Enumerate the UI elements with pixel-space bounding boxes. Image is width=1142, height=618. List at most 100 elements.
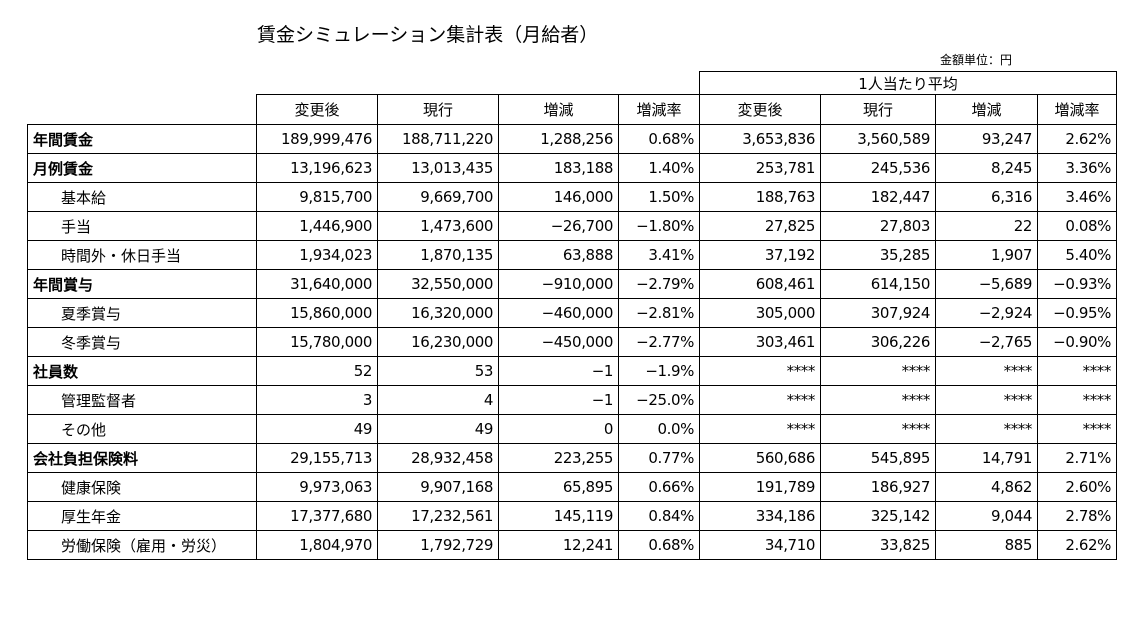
table-cell: 6,316 — [935, 182, 1038, 212]
row-label: 年間賃金 — [27, 124, 257, 154]
table-cell: 0.68% — [618, 530, 700, 560]
table-cell: **** — [699, 414, 821, 444]
table-cell: 29,155,713 — [256, 443, 378, 473]
table-cell: 186,927 — [820, 472, 936, 502]
table-cell: −2,924 — [935, 298, 1038, 328]
table-cell: 306,226 — [820, 327, 936, 357]
table-cell: 2.62% — [1037, 530, 1117, 560]
table-cell: 1,934,023 — [256, 240, 378, 270]
table-cell: 0 — [498, 414, 619, 444]
table-cell: 8,245 — [935, 153, 1038, 183]
table-cell: −1.9% — [618, 356, 700, 386]
table-cell: **** — [935, 356, 1038, 386]
row-label: 手当 — [27, 211, 257, 241]
unit-label: 金額単位：円 — [940, 53, 1013, 67]
table-cell: −1 — [498, 356, 619, 386]
table-cell: −2.81% — [618, 298, 700, 328]
group-header-per-person: 1人当たり平均 — [699, 71, 1117, 95]
table-cell: 35,285 — [820, 240, 936, 270]
table-cell: 189,999,476 — [256, 124, 378, 154]
table-cell: **** — [935, 385, 1038, 415]
row-label: 年間賞与 — [27, 269, 257, 299]
table-cell: 1,804,970 — [256, 530, 378, 560]
table-row: 年間賞与 31,640,000 32,550,000 −910,000 −2.79% 60… — [27, 269, 1117, 299]
row-label: 基本給 — [27, 182, 257, 212]
row-label: 労働保険（雇用・労災） — [27, 530, 257, 560]
table-cell: **** — [1037, 414, 1117, 444]
table-cell: −1.80% — [618, 211, 700, 241]
table-cell: 28,932,458 — [377, 443, 499, 473]
table-cell: 0.08% — [1037, 211, 1117, 241]
table-cell: **** — [820, 385, 936, 415]
table-cell: 885 — [935, 530, 1038, 560]
table-row: 月例賃金 13,196,623 13,013,435 183,188 1.40% 253,… — [27, 153, 1117, 183]
table-cell: 245,536 — [820, 153, 936, 183]
table-cell: 1.50% — [618, 182, 700, 212]
table-cell: −5,689 — [935, 269, 1038, 299]
table-cell: 13,196,623 — [256, 153, 378, 183]
table-cell: **** — [699, 385, 821, 415]
table-cell: 608,461 — [699, 269, 821, 299]
table-row: 冬季賞与 15,780,000 16,230,000 −450,000 −2.77% 30… — [27, 327, 1117, 357]
row-label: 冬季賞与 — [27, 327, 257, 357]
table-cell: 305,000 — [699, 298, 821, 328]
table-cell: 15,780,000 — [256, 327, 378, 357]
table-cell: 4 — [377, 385, 499, 415]
table-cell: 65,895 — [498, 472, 619, 502]
table-cell: 4,862 — [935, 472, 1038, 502]
table-row: 基本給 9,815,700 9,669,700 146,000 1.50% 188,763… — [27, 182, 1117, 212]
table-cell: 52 — [256, 356, 378, 386]
table-cell: −460,000 — [498, 298, 619, 328]
table-cell: 63,888 — [498, 240, 619, 270]
table-cell: 31,640,000 — [256, 269, 378, 299]
table-cell: 17,377,680 — [256, 501, 378, 531]
table-cell: 49 — [256, 414, 378, 444]
table-cell: 9,669,700 — [377, 182, 499, 212]
table-row: 会社負担保険料 29,155,713 28,932,458 223,255 0.77% 5… — [27, 443, 1117, 473]
table-cell: 9,907,168 — [377, 472, 499, 502]
row-label: その他 — [27, 414, 257, 444]
table-cell: **** — [820, 356, 936, 386]
table-cell: 33,825 — [820, 530, 936, 560]
table-cell: 614,150 — [820, 269, 936, 299]
table-cell: 17,232,561 — [377, 501, 499, 531]
table-cell: 1.40% — [618, 153, 700, 183]
row-label: 会社負担保険料 — [27, 443, 257, 473]
table-cell: 303,461 — [699, 327, 821, 357]
column-header: 増減 — [498, 94, 619, 125]
table-cell: 2.71% — [1037, 443, 1117, 473]
table-cell: 3.46% — [1037, 182, 1117, 212]
table-cell: 1,473,600 — [377, 211, 499, 241]
table-cell: 545,895 — [820, 443, 936, 473]
table-cell: 1,288,256 — [498, 124, 619, 154]
table-cell: 325,142 — [820, 501, 936, 531]
corner-cell — [27, 94, 257, 125]
column-header: 変更後 — [256, 94, 378, 125]
table-row: その他 49 49 0 0.0% **** **** **** **** — [27, 414, 1117, 444]
table-cell: −0.90% — [1037, 327, 1117, 357]
table-cell: 2.60% — [1037, 472, 1117, 502]
table-cell: 1,792,729 — [377, 530, 499, 560]
table-row: 管理監督者 3 4 −1 −25.0% **** **** **** **** — [27, 385, 1117, 415]
table-cell: 14,791 — [935, 443, 1038, 473]
table-cell: 1,870,135 — [377, 240, 499, 270]
table-cell: 27,825 — [699, 211, 821, 241]
table-cell: 22 — [935, 211, 1038, 241]
table-cell: −2.77% — [618, 327, 700, 357]
table-cell: 9,815,700 — [256, 182, 378, 212]
table-cell: 0.84% — [618, 501, 700, 531]
column-header: 増減率 — [1037, 94, 1117, 125]
table-cell: **** — [935, 414, 1038, 444]
table-cell: 3 — [256, 385, 378, 415]
table-cell: 191,789 — [699, 472, 821, 502]
table-cell: −1 — [498, 385, 619, 415]
table-cell: 223,255 — [498, 443, 619, 473]
table-cell: 188,763 — [699, 182, 821, 212]
page-title: 賃金シミュレーション集計表（月給者） — [257, 24, 599, 46]
table-cell: 53 — [377, 356, 499, 386]
table-cell: 3.41% — [618, 240, 700, 270]
table-row: 厚生年金 17,377,680 17,232,561 145,119 0.84% 334,… — [27, 501, 1117, 531]
table-cell: 2.62% — [1037, 124, 1117, 154]
table-cell: 16,320,000 — [377, 298, 499, 328]
table-row: 社員数 52 53 −1 −1.9% **** **** **** **** — [27, 356, 1117, 386]
